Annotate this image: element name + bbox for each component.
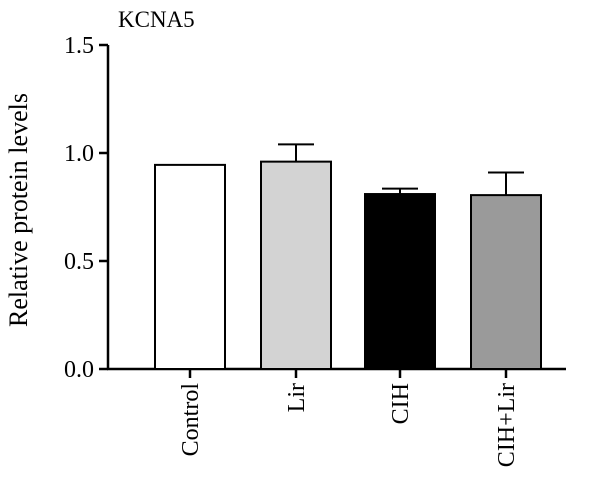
x-tick-label: Lir bbox=[284, 383, 310, 412]
y-tick-label: 1.5 bbox=[64, 33, 94, 59]
bar-cih bbox=[364, 193, 436, 370]
y-tick-label: 0.0 bbox=[64, 357, 94, 383]
x-tick-label: CIH bbox=[388, 383, 414, 424]
y-axis-label: Relative protein levels bbox=[4, 93, 33, 327]
bar-cih-lir bbox=[470, 194, 542, 370]
x-tick-label: CIH+Lir bbox=[494, 383, 520, 467]
bar-lir bbox=[260, 160, 332, 370]
y-tick-label: 0.5 bbox=[64, 249, 94, 275]
x-tick-label: Control bbox=[178, 383, 204, 457]
chart-title: KCNA5 bbox=[118, 7, 195, 32]
y-tick-label: 1.0 bbox=[64, 141, 94, 167]
bar-control bbox=[154, 163, 226, 370]
